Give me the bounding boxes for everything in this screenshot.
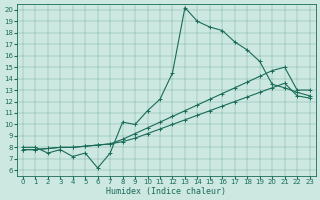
X-axis label: Humidex (Indice chaleur): Humidex (Indice chaleur) bbox=[106, 187, 226, 196]
